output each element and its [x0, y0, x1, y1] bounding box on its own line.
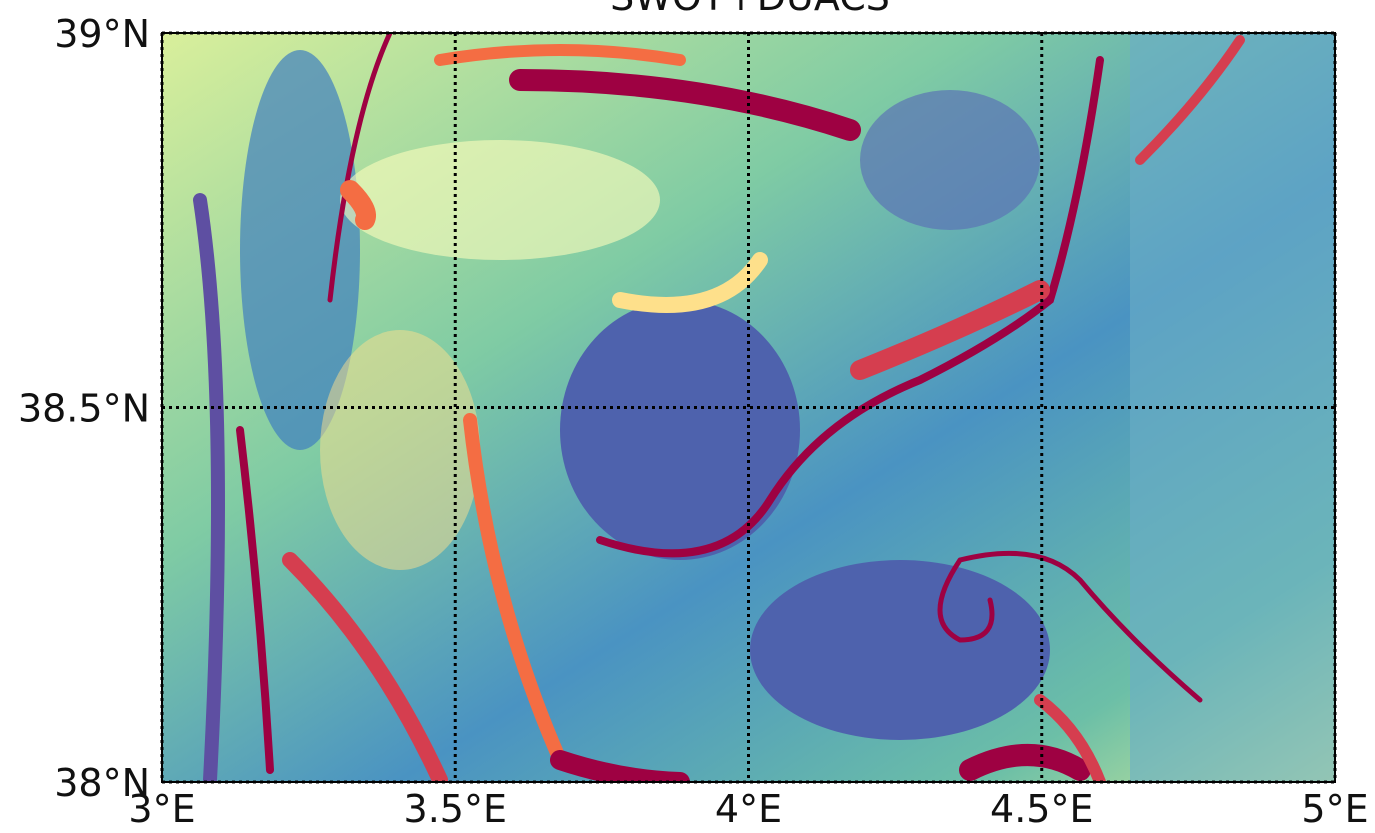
map-title: SWOT+DUACS	[610, 0, 890, 19]
x-tick-label: 3.5°E	[404, 787, 507, 831]
x-tick-label: 5°E	[1301, 787, 1368, 831]
y-tick-label: 38°N	[54, 761, 150, 805]
y-tick-label: 39°N	[54, 12, 150, 56]
map-figure: SWOT+DUACS 3°E3.5°E4°E4.5°	[0, 0, 1375, 833]
x-tick-label: 4.5°E	[990, 787, 1093, 831]
x-tick-label: 4°E	[715, 787, 782, 831]
y-tick-label: 38.5°N	[18, 387, 150, 431]
